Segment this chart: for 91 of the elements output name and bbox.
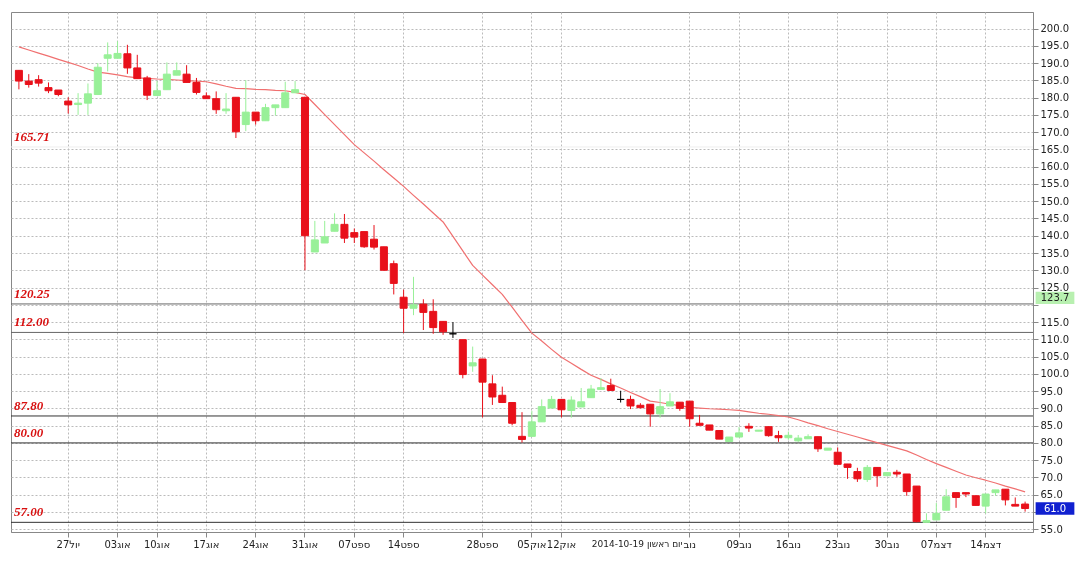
x-tick-label: 07דצמ — [920, 538, 953, 550]
candlestick — [143, 75, 152, 101]
candlestick — [291, 80, 300, 94]
candlestick — [370, 224, 379, 251]
x-tick-label: 14ספט — [387, 538, 420, 550]
y-tick-label: 115.0 — [1040, 316, 1070, 328]
candlestick — [744, 422, 753, 433]
x-tick-label: 24אוג — [242, 538, 269, 550]
candlestick — [735, 426, 744, 438]
y-tick-label: 160.0 — [1040, 161, 1070, 173]
y-tick-label: 130.0 — [1040, 264, 1070, 276]
candlestick — [942, 488, 951, 511]
y-tick-label: 170.0 — [1040, 126, 1070, 138]
y-tick-label: 100.0 — [1040, 368, 1070, 380]
x-tick-label: 17אוג — [193, 538, 220, 550]
y-tick-label: 200.0 — [1040, 23, 1070, 35]
candlestick — [873, 466, 882, 488]
y-tick-label: 155.0 — [1040, 178, 1070, 190]
candlestick — [162, 61, 171, 91]
y-tick-label: 70.0 — [1040, 471, 1063, 483]
ref-line-label: 87.80 — [14, 397, 44, 413]
annotation: 123.7 — [1040, 291, 1070, 303]
annotation: 61.0 — [1043, 502, 1067, 514]
y-tick-label: 55.0 — [1040, 523, 1063, 535]
candlestick — [892, 469, 901, 478]
y-tick-label: 125.0 — [1040, 282, 1070, 294]
y-tick-label: 80.0 — [1040, 437, 1063, 449]
candlestick — [981, 493, 990, 514]
x-tick-label: 12אוק — [546, 538, 577, 550]
candlestick — [83, 82, 92, 116]
x-tick-label: 31אוג — [291, 538, 319, 550]
candlestick — [961, 492, 970, 498]
y-tick-label: 180.0 — [1040, 92, 1070, 104]
ref-line-label: 165.71 — [14, 128, 50, 144]
candlestick — [409, 276, 418, 316]
candlestick — [153, 80, 161, 97]
y-tick-label: 165.0 — [1040, 143, 1070, 155]
candlestick — [952, 492, 961, 509]
candlestick — [656, 388, 665, 419]
candlestick — [468, 346, 477, 373]
y-tick-label: 195.0 — [1040, 40, 1070, 52]
y-tick-label: 65.0 — [1040, 489, 1063, 501]
candlestick — [567, 395, 576, 419]
y-tick-label: 85.0 — [1040, 420, 1063, 432]
candlestick — [241, 79, 250, 132]
candlestick — [596, 377, 605, 390]
ref-line-label: 112.00 — [14, 314, 50, 330]
candlestick — [222, 92, 231, 115]
x-tick-label: 09נוב — [726, 538, 752, 550]
candlestick — [389, 260, 398, 295]
candlestick — [518, 411, 526, 444]
candlestick — [320, 220, 329, 244]
x-tick-label: 05אוק — [517, 538, 547, 550]
candlestick — [14, 69, 23, 90]
x-tick-label: 14דצמ — [970, 538, 1002, 550]
candlestick — [665, 392, 674, 407]
x-tick-label: נוב — [683, 538, 696, 550]
candlestick — [399, 289, 408, 334]
y-tick-label: 95.0 — [1040, 385, 1063, 397]
x-tick-label: 10אוג — [143, 538, 171, 550]
y-tick-label: 150.0 — [1040, 195, 1070, 207]
y-tick-label: 105.0 — [1040, 351, 1070, 363]
candlestick — [379, 246, 388, 271]
ref-line-label: 80.00 — [14, 424, 44, 440]
y-tick-label: 75.0 — [1040, 454, 1063, 466]
y-tick-label: 175.0 — [1040, 109, 1070, 121]
x-tick-label: 16נוב — [775, 538, 801, 550]
x-tick-label: 28ספט — [466, 538, 499, 550]
y-tick-label: 110.0 — [1040, 333, 1070, 345]
candlestick — [212, 90, 221, 115]
y-tick-label: 135.0 — [1040, 247, 1070, 259]
x-tick-label: 27יול — [56, 538, 80, 550]
ref-line-label: 120.25 — [14, 285, 51, 301]
candlestick — [527, 410, 536, 437]
x-tick-label: 03אוג — [104, 538, 131, 550]
candlestick — [577, 387, 586, 408]
ref-line-label: 57.00 — [14, 504, 44, 520]
y-tick-label: 140.0 — [1040, 230, 1070, 242]
text: 2014-10-19 יום ראשון — [591, 539, 683, 549]
y-tick-label: 190.0 — [1040, 57, 1070, 69]
candlestick — [508, 402, 517, 426]
candlestick — [685, 400, 694, 428]
candlestick — [310, 220, 319, 253]
y-tick-label: 90.0 — [1040, 402, 1063, 414]
x-tick-label: 07ספט — [338, 538, 371, 550]
candlestick — [478, 358, 487, 418]
y-tick-label: 185.0 — [1040, 74, 1070, 86]
x-tick-label: 30נוב — [874, 538, 900, 550]
candlestick — [804, 433, 813, 440]
x-tick-label: 23נוב — [825, 538, 851, 550]
y-tick-label: 145.0 — [1040, 212, 1070, 224]
